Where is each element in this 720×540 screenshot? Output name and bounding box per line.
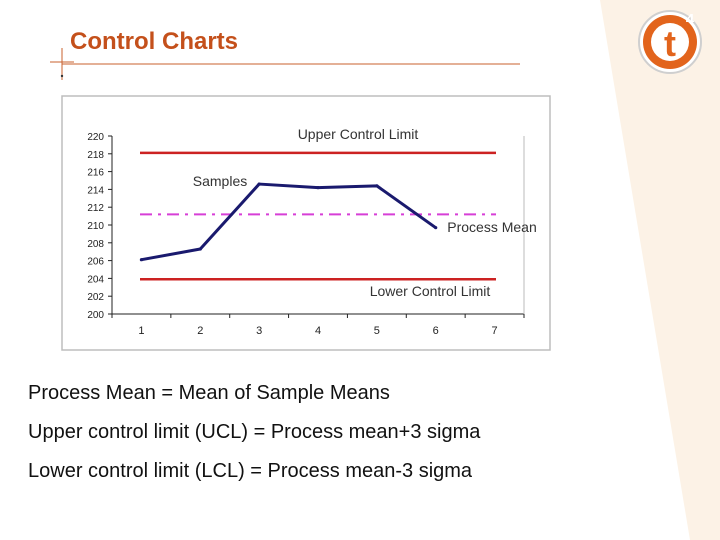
x-tick-label: 3: [256, 325, 262, 337]
x-tick-label: 7: [492, 325, 498, 337]
data-point: [257, 182, 261, 186]
x-tick-label: 5: [374, 325, 380, 337]
x-tick-label: 4: [315, 325, 321, 337]
annotation-samples: Samples: [193, 173, 247, 189]
annotation-lcl: Lower Control Limit: [370, 283, 491, 299]
x-tick-label: 6: [433, 325, 439, 337]
body-line: Lower control limit (LCL) = Process mean…: [28, 460, 473, 482]
y-tick-label: 214: [87, 185, 104, 196]
logo-letter: t: [664, 23, 676, 64]
y-tick-label: 204: [87, 274, 104, 285]
y-tick-label: 212: [87, 203, 104, 214]
x-tick-label: 2: [197, 325, 203, 337]
logo-superscript: 4: [686, 11, 695, 28]
x-tick-label: 1: [138, 325, 144, 337]
annotation-process-mean: Process Mean: [447, 219, 536, 235]
y-tick-label: 208: [87, 239, 104, 250]
series-line-samples: [141, 182, 437, 262]
y-tick-label: 202: [87, 292, 104, 303]
annotation-ucl: Upper Control Limit: [298, 126, 419, 142]
data-point: [434, 226, 438, 230]
body-line: Upper control limit (UCL) = Process mean…: [28, 421, 481, 443]
body-line: Process Mean = Mean of Sample Means: [28, 382, 390, 404]
body-text: Process Mean = Mean of Sample Means Uppe…: [28, 382, 480, 499]
data-point: [375, 184, 379, 188]
y-tick-label: 218: [87, 150, 104, 161]
y-tick-label: 220: [87, 132, 104, 143]
y-tick-label: 216: [87, 168, 104, 179]
y-tick-label: 200: [87, 310, 104, 321]
y-tick-label: 206: [87, 257, 104, 268]
data-point: [139, 258, 144, 262]
data-point: [198, 247, 202, 251]
data-point: [316, 186, 320, 190]
slide-title: Control Charts: [70, 28, 238, 55]
y-tick-label: 210: [87, 221, 104, 232]
chart-frame: [61, 95, 551, 351]
